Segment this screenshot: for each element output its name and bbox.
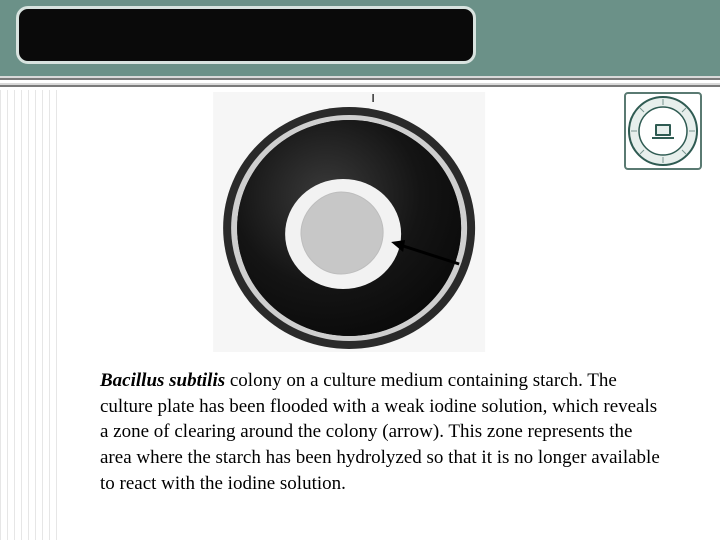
title-plate xyxy=(16,6,476,64)
petri-dish-svg xyxy=(213,92,485,352)
bacterial-colony xyxy=(301,192,383,274)
figure-caption: Bacillus subtilis colony on a culture me… xyxy=(100,368,660,496)
petri-dish-figure xyxy=(213,92,485,352)
species-name: Bacillus subtilis xyxy=(100,370,225,391)
institution-logo xyxy=(624,92,702,170)
left-vertical-lines xyxy=(0,90,62,540)
seal-icon xyxy=(626,94,700,168)
horizontal-rules xyxy=(0,76,720,87)
